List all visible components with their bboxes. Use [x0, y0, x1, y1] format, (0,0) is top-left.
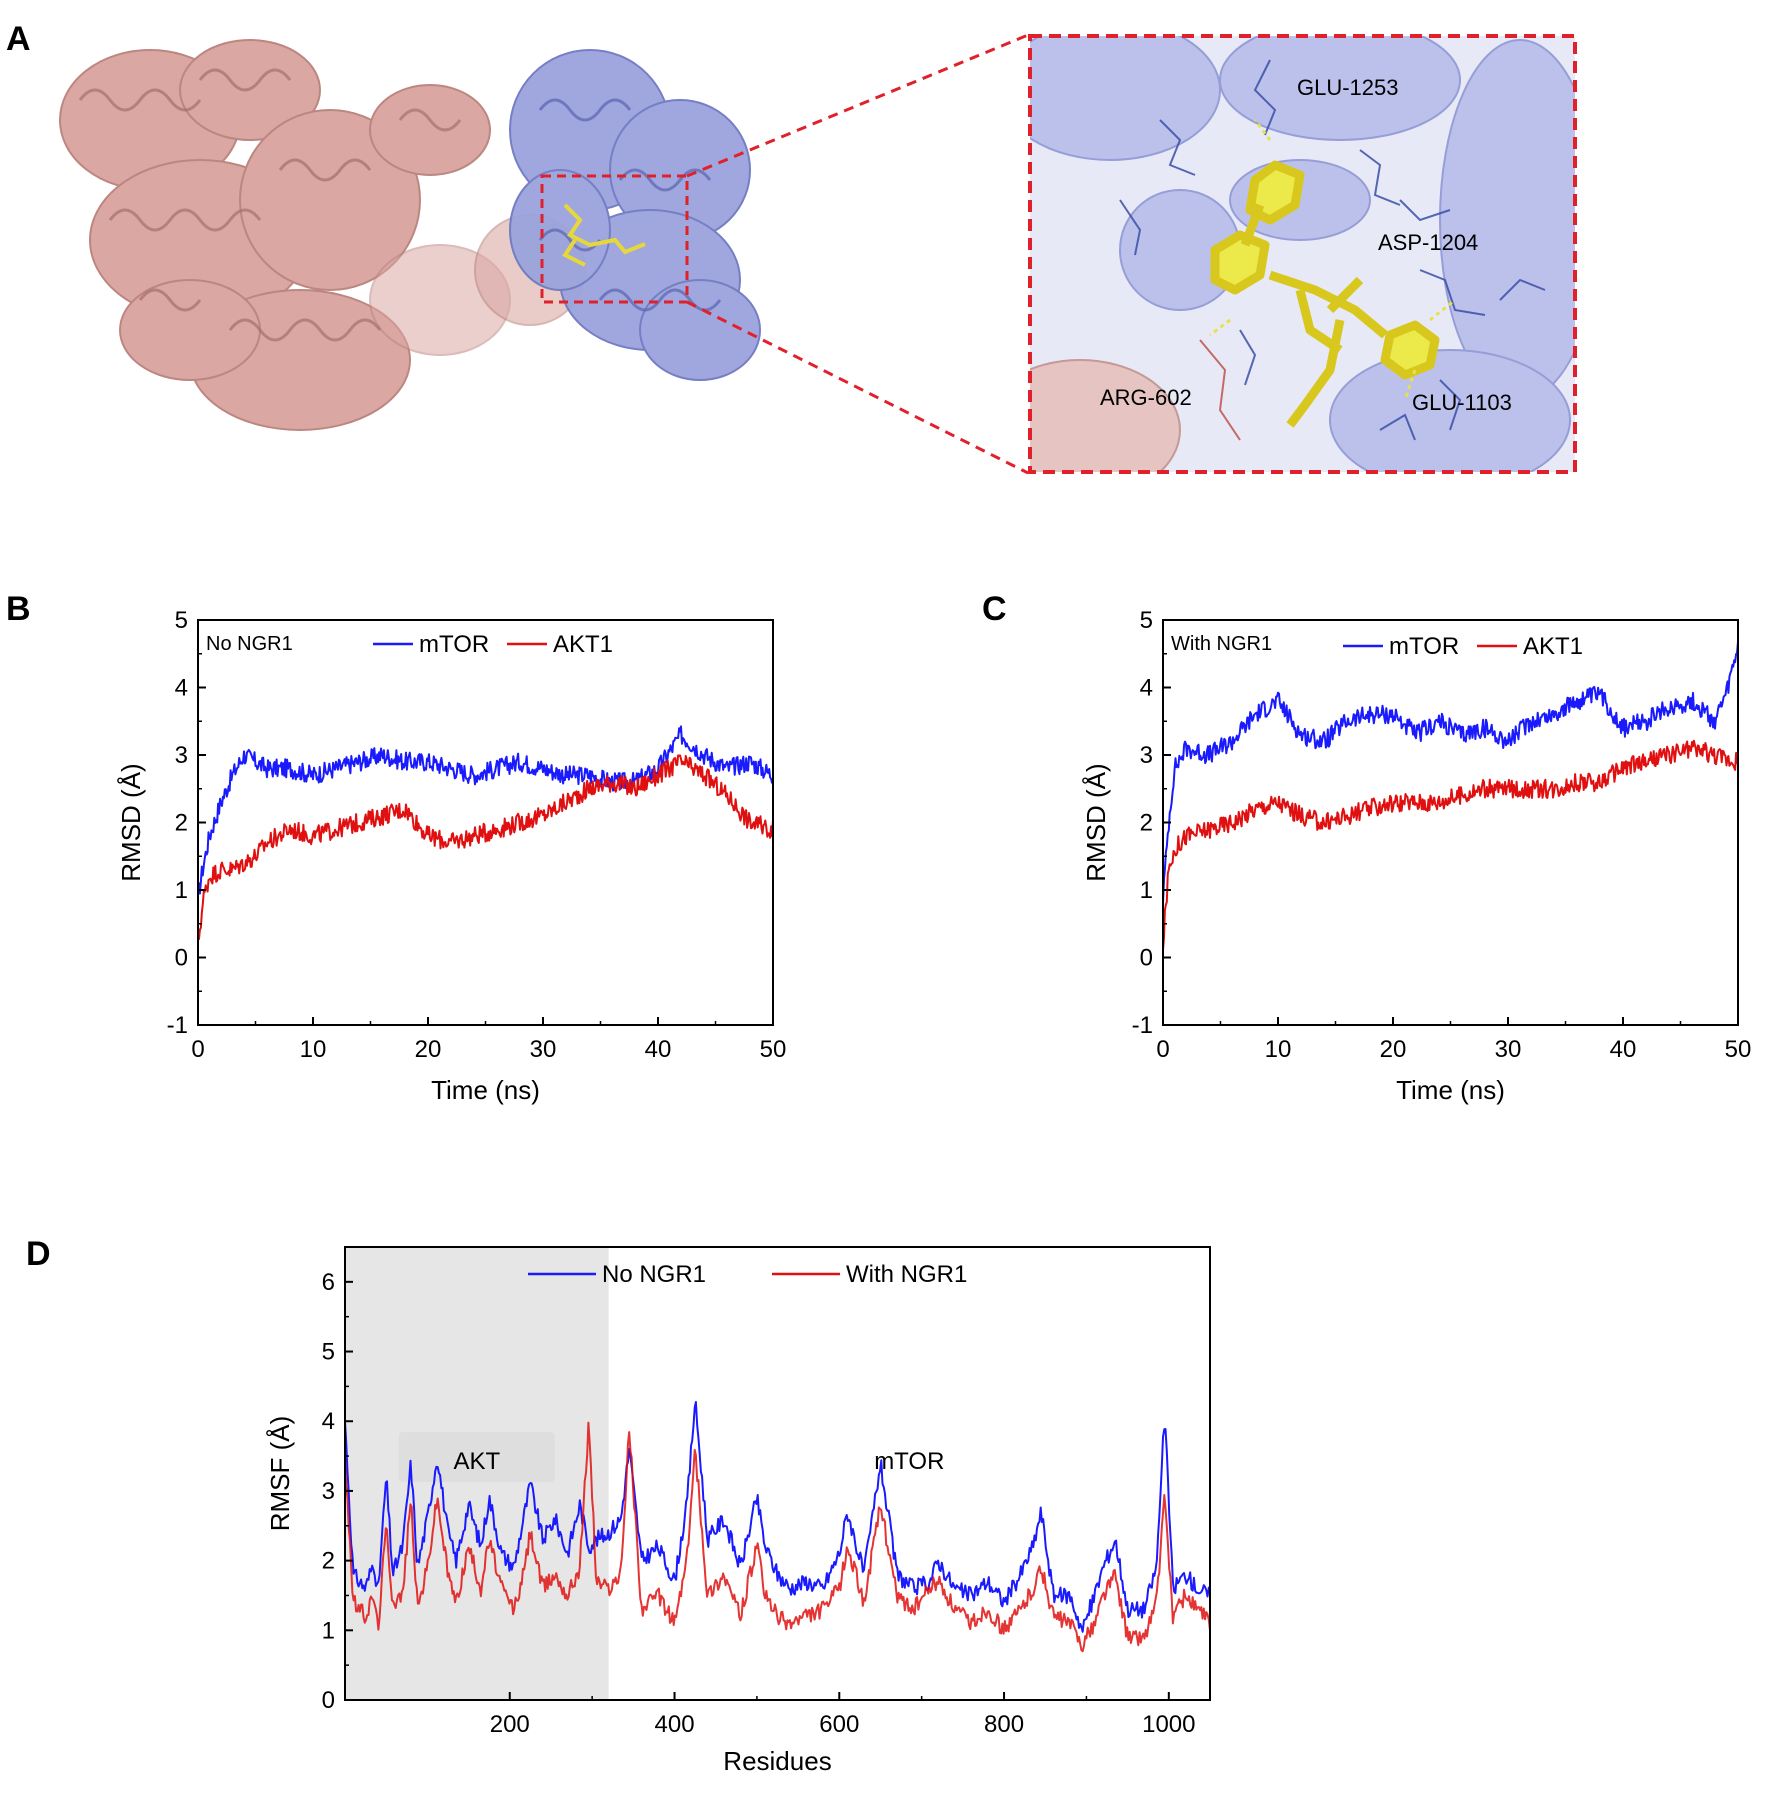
x-tick-label: 0 — [1156, 1036, 1169, 1063]
series-line-with-ngr1 — [344, 1421, 1211, 1653]
y-tick-label: 3 — [1140, 742, 1153, 769]
zoom-frame — [1028, 34, 1577, 474]
panel-c-letter: C — [982, 590, 1007, 628]
y-tick-label: 5 — [175, 607, 188, 634]
x-tick-label: 200 — [490, 1711, 530, 1738]
plot-frame — [344, 1246, 1211, 1701]
region-label-mtor: mTOR — [874, 1448, 944, 1475]
x-tick-label: 10 — [300, 1036, 327, 1063]
zoom-connector-bottom — [686, 300, 1029, 475]
series-line-mtor — [197, 725, 774, 895]
mtor-cartoon — [509, 49, 761, 381]
legend-label-akt1: AKT1 — [553, 631, 613, 658]
x-tick-label: 50 — [1725, 1036, 1752, 1063]
x-tick-label: 30 — [530, 1036, 557, 1063]
legend-label-akt1: AKT1 — [1523, 633, 1583, 660]
y-tick-label: 4 — [322, 1408, 335, 1435]
series-line-akt1 — [197, 754, 774, 940]
legend-label-mtor: mTOR — [1389, 633, 1459, 660]
y-tick-label: 6 — [322, 1269, 335, 1296]
x-tick-label: 50 — [760, 1036, 787, 1063]
plot-frame — [1162, 619, 1739, 1026]
legend-label-no-ngr1: No NGR1 — [602, 1261, 706, 1288]
series-line-no-ngr1 — [344, 1401, 1211, 1633]
y-tick-label: 0 — [175, 945, 188, 972]
y-tick-label: 2 — [175, 810, 188, 837]
x-tick-label: 40 — [645, 1036, 672, 1063]
residue-label-arg602: ARG-602 — [1100, 385, 1192, 410]
zoom-ligand — [1210, 160, 1440, 428]
y-tick-label: 5 — [1140, 607, 1153, 634]
y-tick-label: 2 — [322, 1548, 335, 1575]
mtor-helix-hints — [538, 98, 722, 312]
x-tick-label: 0 — [191, 1036, 204, 1063]
region-label-akt: AKT — [453, 1448, 500, 1475]
zoom-connector-top — [686, 33, 1029, 178]
legend-label-mtor: mTOR — [419, 631, 489, 658]
residue-label-glu1253: GLU-1253 — [1297, 75, 1399, 100]
y-axis-title: RMSD (Å) — [1081, 763, 1111, 881]
y-tick-label: 0 — [1140, 945, 1153, 972]
zoom-residue-sticks — [1119, 59, 1546, 441]
x-axis-title: Residues — [723, 1746, 831, 1776]
x-tick-label: 600 — [819, 1711, 859, 1738]
residue-label-asp1204: ASP-1204 — [1378, 230, 1478, 255]
y-tick-label: 3 — [322, 1478, 335, 1505]
akt-helix-hints — [78, 68, 462, 342]
series-line-mtor — [1162, 641, 1739, 904]
ligand-small — [562, 203, 646, 267]
y-tick-label: 4 — [1140, 675, 1153, 702]
panel-b-letter: B — [6, 590, 31, 628]
x-tick-label: 10 — [1265, 1036, 1292, 1063]
x-tick-label: 400 — [655, 1711, 695, 1738]
panel-d-letter: D — [26, 1235, 51, 1273]
series-line-akt1 — [1162, 739, 1739, 950]
x-axis-title: Time (ns) — [431, 1075, 540, 1105]
legend-label-with-ngr1: With NGR1 — [846, 1261, 967, 1288]
y-tick-label: 1 — [1140, 877, 1153, 904]
y-tick-label: 1 — [322, 1617, 335, 1644]
x-tick-label: 20 — [415, 1036, 442, 1063]
y-axis-title: RMSD (Å) — [116, 763, 146, 881]
x-tick-label: 20 — [1380, 1036, 1407, 1063]
zoom-mtor-ribbons — [1030, 36, 1575, 472]
y-tick-label: -1 — [1132, 1012, 1153, 1039]
y-tick-label: 2 — [1140, 810, 1153, 837]
akt-cartoon — [59, 39, 586, 431]
y-tick-label: 4 — [175, 675, 188, 702]
protein-complex-overview — [59, 33, 1029, 475]
condition-label: With NGR1 — [1171, 633, 1272, 655]
x-tick-label: 1000 — [1142, 1711, 1195, 1738]
y-tick-label: 3 — [175, 742, 188, 769]
x-tick-label: 40 — [1610, 1036, 1637, 1063]
y-axis-title: RMSF (Å) — [265, 1416, 295, 1532]
y-tick-label: -1 — [167, 1012, 188, 1039]
y-tick-label: 1 — [175, 877, 188, 904]
x-tick-label: 800 — [984, 1711, 1024, 1738]
zoom-akt-ribbons — [1030, 359, 1181, 472]
plot-frame — [197, 619, 774, 1026]
binding-pocket-zoom: GLU-1253 ASP-1204 ARG-602 GLU-1103 — [1028, 34, 1577, 474]
residue-label-glu1103: GLU-1103 — [1412, 390, 1512, 415]
y-tick-label: 5 — [322, 1339, 335, 1366]
x-tick-label: 30 — [1495, 1036, 1522, 1063]
condition-label: No NGR1 — [206, 633, 293, 655]
panel-a-letter: A — [6, 20, 31, 58]
chart-panel-d: AKT mTOR 0 1 2 3 4 5 6 200 400 600 800 1000 Residues RM… — [265, 1246, 1211, 1776]
x-axis-title: Time (ns) — [1396, 1075, 1505, 1105]
y-tick-label: 0 — [322, 1687, 335, 1714]
zoom-hbonds — [1209, 119, 1456, 401]
zoom-arg-stick — [1199, 339, 1241, 441]
